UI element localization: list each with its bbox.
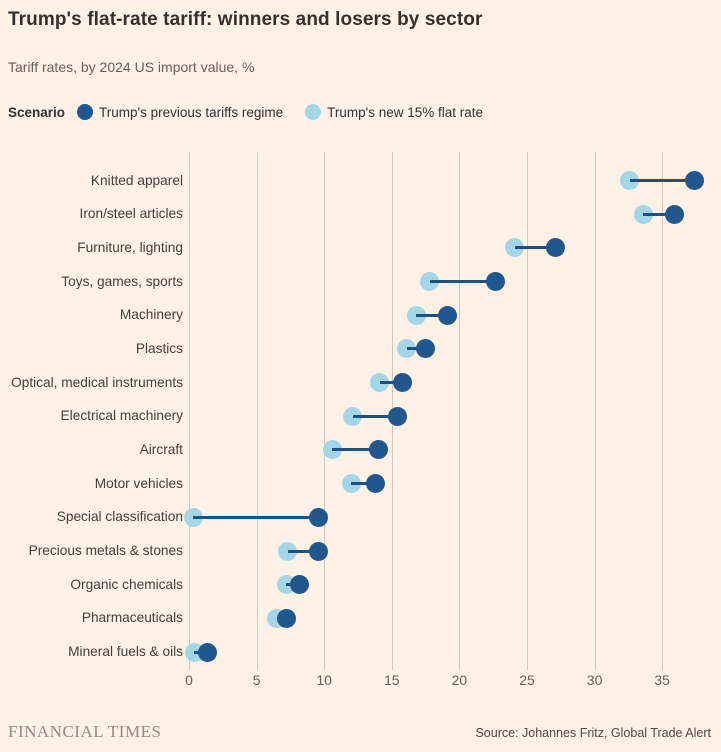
- source-credit: Source: Johannes Fritz, Global Trade Ale…: [475, 726, 711, 740]
- category-label: Plastics: [135, 340, 183, 356]
- previous-regime-dot: [437, 305, 457, 325]
- category-label: Organic chemicals: [70, 576, 183, 592]
- legend-title: Scenario: [8, 104, 66, 120]
- gridline: [662, 152, 664, 670]
- previous-regime-dot: [366, 474, 386, 494]
- connector-line: [193, 515, 319, 519]
- legend: Scenario Trump's previous tariffs regime…: [8, 104, 497, 120]
- category-label: Knitted apparel: [90, 172, 183, 188]
- legend-item-previous-regime: Trump's previous tariffs regime: [77, 104, 283, 120]
- connector-line: [351, 482, 376, 486]
- page-title: Trump's flat-rate tariff: winners and lo…: [8, 9, 483, 30]
- previous-regime-dot: [368, 440, 388, 460]
- previous-regime-dot: [685, 171, 705, 190]
- previous-regime-dot: [309, 541, 329, 561]
- connector-line: [429, 280, 496, 283]
- previous-regime-dot: [664, 204, 684, 224]
- x-tick-label: 15: [384, 672, 400, 688]
- ft-logo: FINANCIAL TIMES: [8, 722, 162, 741]
- chart: 0 5 10 15 20 25 30 35 Knitted apparel Iron/steel …: [0, 150, 721, 695]
- connector-line: [287, 549, 319, 553]
- category-label: Toys, games, sports: [61, 273, 183, 289]
- category-label: Aircraft: [139, 441, 183, 457]
- previous-regime-dot: [198, 642, 218, 662]
- previous-regime-dot: [545, 238, 565, 258]
- previous-regime-dot: [387, 406, 407, 426]
- gridline: [459, 152, 461, 670]
- gridline: [324, 152, 326, 670]
- category-label: Optical, medical instruments: [11, 374, 183, 390]
- connector-line: [629, 179, 695, 182]
- category-label: Iron/steel articles: [79, 206, 183, 222]
- x-tick-label: 10: [316, 672, 332, 688]
- gridline: [256, 152, 258, 670]
- gridline: [189, 152, 190, 670]
- x-tick-label: 0: [185, 672, 193, 688]
- x-tick-label: 35: [654, 672, 670, 688]
- x-tick-label: 25: [519, 672, 535, 688]
- previous-regime-dot: [290, 575, 310, 595]
- legend-item-new-flat-rate: Trump's new 15% flat rate: [305, 104, 483, 120]
- connector-line: [332, 448, 379, 452]
- connector-line: [352, 414, 398, 418]
- x-tick-label: 30: [586, 672, 603, 688]
- category-label: Motor vehicles: [94, 475, 183, 491]
- category-label: Special classification: [56, 509, 183, 525]
- category-label: Electrical machinery: [60, 408, 183, 424]
- chart-subtitle: Tariff rates, by 2024 US import value, %: [8, 59, 255, 75]
- connector-line: [416, 313, 448, 317]
- connector-line: [514, 246, 556, 250]
- gridline: [594, 152, 596, 670]
- category-label: Pharmaceuticals: [81, 610, 183, 626]
- category-label: Precious metals & stones: [28, 543, 183, 558]
- previous-regime-dot: [309, 507, 329, 527]
- category-label: Furniture, lighting: [77, 239, 183, 255]
- connector-line: [379, 381, 403, 385]
- legend-label-previous-regime: Trump's previous tariffs regime: [99, 104, 284, 120]
- legend-dot-previous-regime-icon: [77, 104, 94, 120]
- previous-regime-dot: [486, 272, 506, 291]
- previous-regime-dot: [416, 339, 436, 359]
- previous-regime-dot: [393, 373, 413, 393]
- x-tick-label: 20: [451, 672, 468, 688]
- gridline: [527, 152, 528, 670]
- connector-line: [643, 212, 675, 216]
- legend-label-new-flat-rate: Trump's new 15% flat rate: [327, 104, 484, 120]
- legend-dot-new-flat-rate-icon: [305, 104, 322, 120]
- category-label: Machinery: [119, 307, 183, 323]
- category-label: Mineral fuels & oils: [68, 644, 183, 659]
- x-tick-label: 5: [252, 672, 261, 688]
- previous-regime-dot: [276, 608, 296, 628]
